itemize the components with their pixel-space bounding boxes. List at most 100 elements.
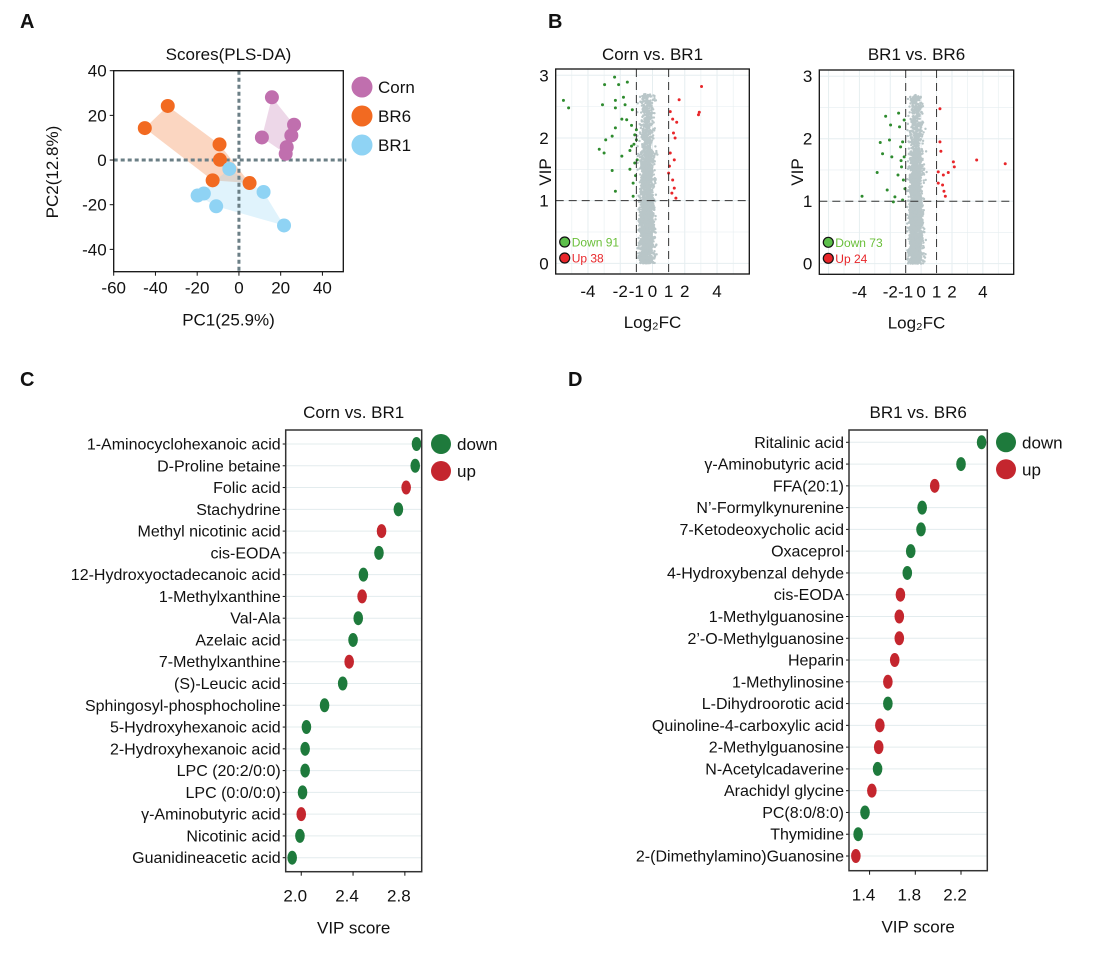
- volcano-plot-1: Corn vs. BR1-4 -2 -1 0 1 2 40123Log₂FCVIPDown …: [536, 45, 750, 332]
- ns-point: [638, 155, 642, 159]
- ns-point: [644, 113, 648, 117]
- non-significant-points: [905, 93, 928, 265]
- ns-point: [638, 153, 641, 157]
- score-point-br6: [160, 98, 175, 113]
- ns-point: [648, 152, 651, 155]
- ns-point: [642, 114, 645, 117]
- ns-point: [918, 163, 921, 167]
- score-point-corn: [264, 90, 279, 105]
- ns-point: [654, 218, 657, 221]
- ns-point: [654, 181, 657, 185]
- ns-point: [646, 129, 649, 132]
- ns-point: [920, 225, 923, 228]
- ns-point: [645, 239, 648, 243]
- ns-point: [907, 199, 910, 202]
- ns-point: [643, 117, 646, 120]
- up-point: [700, 85, 704, 89]
- legend-label: Corn: [378, 78, 415, 97]
- ns-point: [922, 209, 925, 212]
- ns-point: [638, 95, 642, 99]
- ns-point: [643, 190, 647, 193]
- ns-point: [919, 101, 923, 105]
- ns-point: [921, 157, 924, 160]
- ns-point: [910, 192, 914, 196]
- ns-point: [651, 170, 654, 174]
- non-significant-points: [636, 92, 659, 265]
- ns-point: [643, 210, 647, 214]
- x-tick-label: -1: [629, 282, 644, 301]
- ns-point: [650, 250, 653, 253]
- ns-point: [642, 132, 646, 135]
- y-axis-label: PC2(12.8%): [43, 126, 62, 219]
- ns-point: [644, 122, 647, 126]
- ns-point: [639, 212, 642, 216]
- ns-point: [922, 179, 925, 182]
- ns-point: [638, 181, 642, 184]
- ns-point: [638, 252, 642, 255]
- ns-point: [643, 180, 647, 183]
- ns-point: [641, 219, 644, 222]
- ns-point: [647, 196, 650, 200]
- ns-point: [641, 94, 644, 98]
- y-tick-label: 1: [539, 192, 548, 211]
- ns-point: [906, 160, 910, 163]
- ns-point: [643, 106, 646, 110]
- ns-point: [905, 222, 909, 225]
- x-tick-label: -60: [101, 279, 126, 298]
- ns-point: [922, 168, 926, 172]
- ns-point: [912, 138, 916, 141]
- ns-point: [648, 184, 651, 187]
- down-point: [628, 167, 632, 171]
- x-axis-label: Log₂FC: [624, 313, 682, 332]
- ns-point: [653, 236, 657, 239]
- down-point: [623, 103, 627, 107]
- ns-point: [639, 126, 643, 130]
- ns-point: [640, 258, 643, 261]
- ns-point: [637, 246, 641, 250]
- ns-point: [636, 161, 639, 165]
- ns-point: [915, 176, 918, 179]
- ns-point: [649, 114, 653, 118]
- ns-point: [918, 99, 921, 102]
- ns-point: [642, 249, 645, 253]
- down-point: [628, 148, 632, 152]
- down-point: [630, 123, 634, 127]
- down-point: [620, 154, 624, 158]
- ns-point: [653, 127, 657, 130]
- ns-point: [640, 158, 643, 161]
- ns-point: [644, 197, 647, 200]
- ns-point: [649, 129, 652, 132]
- up-point: [675, 120, 679, 124]
- ns-point: [651, 191, 654, 194]
- up-point: [668, 151, 672, 155]
- ns-point: [644, 161, 647, 165]
- ns-point: [648, 104, 652, 108]
- ns-point: [920, 169, 924, 173]
- score-point-corn: [254, 130, 269, 145]
- ns-point: [652, 245, 655, 248]
- ns-point: [907, 114, 910, 118]
- up-point: [696, 113, 700, 117]
- ns-point: [641, 216, 645, 219]
- x-tick-label: -2: [613, 282, 628, 301]
- y-tick-label: 2: [539, 129, 548, 148]
- ns-point: [642, 228, 646, 231]
- ns-point: [652, 156, 656, 159]
- ns-point: [644, 260, 647, 264]
- ns-point: [909, 229, 913, 232]
- y-tick-label: -40: [82, 240, 107, 259]
- down-point: [630, 144, 634, 148]
- ns-point: [650, 156, 653, 160]
- ns-point: [651, 128, 655, 131]
- ns-point: [919, 255, 923, 259]
- score-point-br1: [209, 199, 224, 214]
- ns-point: [655, 253, 658, 256]
- ns-point: [924, 127, 927, 131]
- ns-point: [648, 122, 652, 125]
- ns-point: [647, 125, 651, 129]
- ns-point: [920, 212, 923, 215]
- ns-point: [637, 254, 640, 258]
- ns-point: [647, 168, 650, 172]
- ns-point: [639, 203, 642, 206]
